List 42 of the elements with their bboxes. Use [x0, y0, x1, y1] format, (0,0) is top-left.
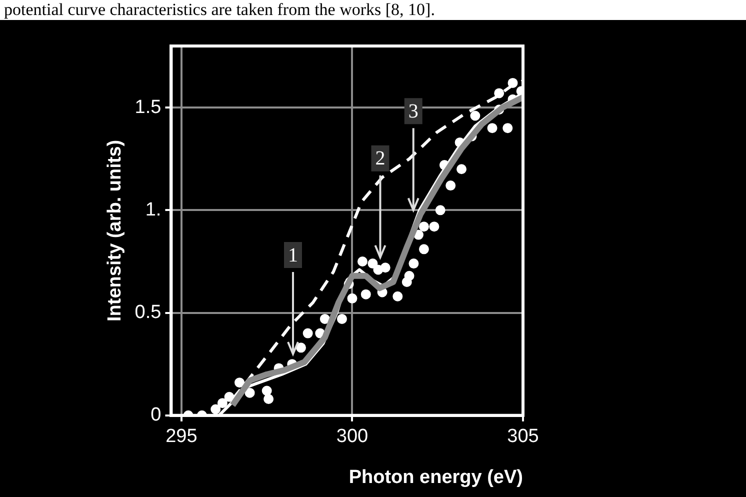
point [487, 123, 498, 134]
point [264, 394, 274, 404]
point [262, 386, 272, 396]
point [418, 222, 429, 232]
point [435, 205, 446, 216]
y-tick-label: 1.5 [134, 96, 162, 118]
annotation: 3 [408, 100, 418, 122]
point [418, 244, 429, 254]
point [494, 88, 504, 98]
y-axis-title: Intensity (arb. units) [104, 140, 126, 322]
point [470, 110, 480, 121]
point [429, 222, 440, 232]
x-tick-label: 300 [336, 426, 368, 448]
y-tick-label: 1. [145, 199, 162, 220]
point [404, 270, 414, 281]
point [408, 258, 419, 269]
point [357, 256, 368, 266]
point [320, 314, 330, 324]
x-tick-label: 295 [166, 426, 198, 448]
x-axis-title: Photon energy (eV) [348, 466, 523, 488]
y-tick-label: 0.5 [134, 302, 162, 324]
point [502, 123, 513, 134]
point [446, 180, 456, 191]
point [302, 328, 313, 338]
point [368, 258, 378, 269]
point [210, 404, 221, 414]
point [224, 392, 234, 402]
point [336, 314, 347, 324]
point [347, 293, 358, 304]
annotation: 2 [375, 148, 386, 170]
point [392, 291, 403, 302]
point [244, 388, 255, 398]
annotation: 1 [288, 244, 298, 266]
y-tick-label: 0 [150, 404, 162, 426]
point [296, 342, 306, 353]
point [380, 262, 390, 273]
point [234, 378, 245, 388]
text: potential curve characteristics are taken from the works [8, 10]. [0, 0, 746, 20]
x-tick-label: 305 [507, 426, 539, 448]
point [456, 164, 467, 174]
point [360, 289, 371, 300]
point [217, 398, 228, 408]
